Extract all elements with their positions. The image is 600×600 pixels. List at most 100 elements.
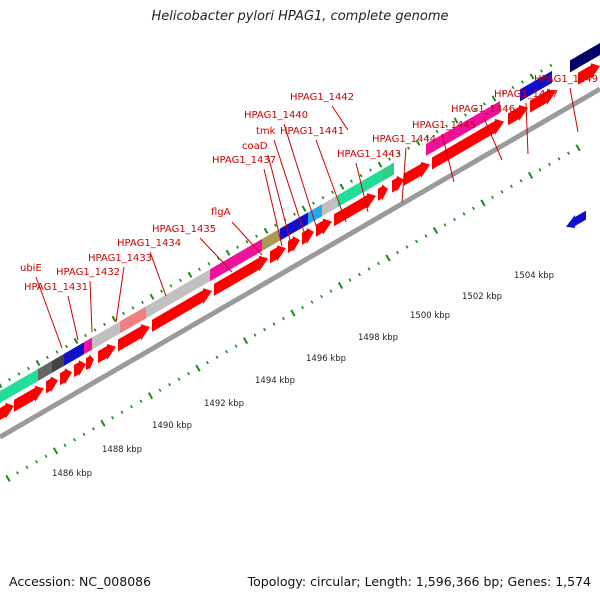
scale-tick: [510, 184, 513, 189]
ring-tick: [359, 173, 363, 178]
ring-feature-8: [210, 239, 262, 282]
leader-line: [569, 87, 579, 133]
ring-tick: [198, 267, 201, 271]
ring-tick: [312, 201, 315, 205]
ring-tick: [369, 168, 372, 172]
scale-tick: [290, 309, 296, 317]
leader-line: [231, 221, 263, 256]
scale-tick: [432, 226, 439, 234]
ring-tick: [46, 355, 49, 360]
scale-tick: [320, 294, 323, 299]
cds-arrow-20: [530, 88, 556, 113]
ring-tick: [160, 289, 163, 294]
gene-label: HPAG1_1441: [280, 126, 344, 137]
scale-tick: [415, 239, 418, 244]
ring-tick: [141, 300, 144, 305]
leader-line: [67, 295, 79, 341]
gene-label: HPAG1_1431: [24, 282, 88, 293]
scale-tick: [130, 405, 133, 409]
ring-tick: [65, 344, 68, 349]
map-title: Helicobacter pylori HPAG1, complete geno…: [151, 9, 449, 24]
ring-tick: [426, 135, 429, 139]
gene-label: flgA: [211, 207, 231, 218]
cds-arrow-2: [46, 376, 58, 394]
scale-tick: [158, 388, 162, 392]
scale-label: 1504 kbp: [514, 271, 554, 281]
scale-tick: [111, 416, 114, 420]
gene-label: HPAG1_1444: [372, 134, 436, 145]
ring-tick: [502, 91, 505, 95]
cds-arrow-11: [288, 236, 300, 253]
genome-backbone: [0, 86, 600, 440]
scale-tick: [462, 212, 466, 216]
ring-tick: [529, 73, 535, 80]
leader-line: [283, 123, 319, 233]
scale-tick: [25, 465, 29, 470]
scale-tick: [139, 399, 143, 403]
ring-tick: [169, 284, 173, 288]
gene-label: HPAG1_1443: [337, 149, 401, 160]
cds-arrow-3: [60, 368, 72, 386]
ring-feature-5: [92, 321, 120, 350]
ring-tick: [111, 315, 117, 322]
scale-tick: [206, 360, 209, 365]
scale-tick: [187, 371, 190, 376]
leader-line: [263, 168, 283, 247]
gene-label: ubiE: [20, 263, 42, 274]
scale-tick: [147, 392, 154, 400]
scale-tick: [225, 349, 228, 354]
ring-tick: [263, 227, 269, 234]
scale-tick: [92, 427, 95, 431]
ring-tick: [483, 102, 486, 106]
gene-label: coaD: [242, 141, 268, 152]
scale-tick: [272, 322, 276, 326]
ring-tick: [122, 311, 125, 316]
cds-arrow-13: [316, 218, 332, 237]
ring-feature-6: [120, 306, 146, 334]
scale-label: 1496 kbp: [306, 354, 346, 364]
leader-line: [267, 154, 291, 241]
gene-label: HPAG1_1447: [494, 89, 558, 100]
leader-line: [149, 251, 167, 297]
ring-tick: [473, 107, 477, 112]
leader-line: [483, 117, 503, 161]
cds-arrow-0: [0, 402, 14, 420]
genome-summary-text: Topology: circular; Length: 1,596,366 bp…: [247, 574, 591, 589]
cds-arrow-1: [14, 385, 44, 412]
ring-feature-9: [262, 228, 280, 252]
gene-label: HPAG1_1434: [117, 238, 181, 249]
ring-tick: [445, 124, 448, 128]
ring-feature-1: [38, 360, 52, 381]
ring-tick: [407, 146, 410, 150]
ring-tick: [73, 337, 79, 345]
gene-label: tmk: [256, 126, 276, 137]
scale-tick: [491, 195, 494, 200]
scale-tick: [52, 447, 59, 455]
cds-arrow-15: [378, 184, 388, 201]
scale-label: 1490 kbp: [152, 421, 192, 431]
scale-tick: [405, 245, 409, 249]
ring-tick: [301, 205, 307, 212]
scale-label: 1498 kbp: [358, 333, 398, 343]
scale-tick: [63, 443, 67, 447]
scale-tick: [367, 267, 371, 271]
ring-tick: [131, 306, 135, 310]
scale-tick: [263, 327, 266, 332]
ring-feature-16: [520, 70, 552, 102]
scale-tick: [472, 206, 475, 211]
leader-line: [35, 276, 63, 349]
label-leader-lines: [35, 87, 579, 349]
scale-label: 1488 kbp: [102, 445, 142, 455]
accession-text: Accession: NC_008086: [9, 574, 152, 589]
ring-feature-17: [570, 43, 600, 73]
ring-tick: [491, 95, 497, 102]
scale-tick: [575, 144, 581, 152]
ring-tick: [103, 322, 106, 327]
scale-tick: [253, 333, 257, 337]
ring-tick: [331, 190, 334, 194]
leader-line: [525, 102, 529, 155]
ring-feature-0: [0, 368, 38, 403]
scale-tick: [282, 316, 285, 321]
gene-label: HPAG1_1437: [212, 155, 276, 166]
